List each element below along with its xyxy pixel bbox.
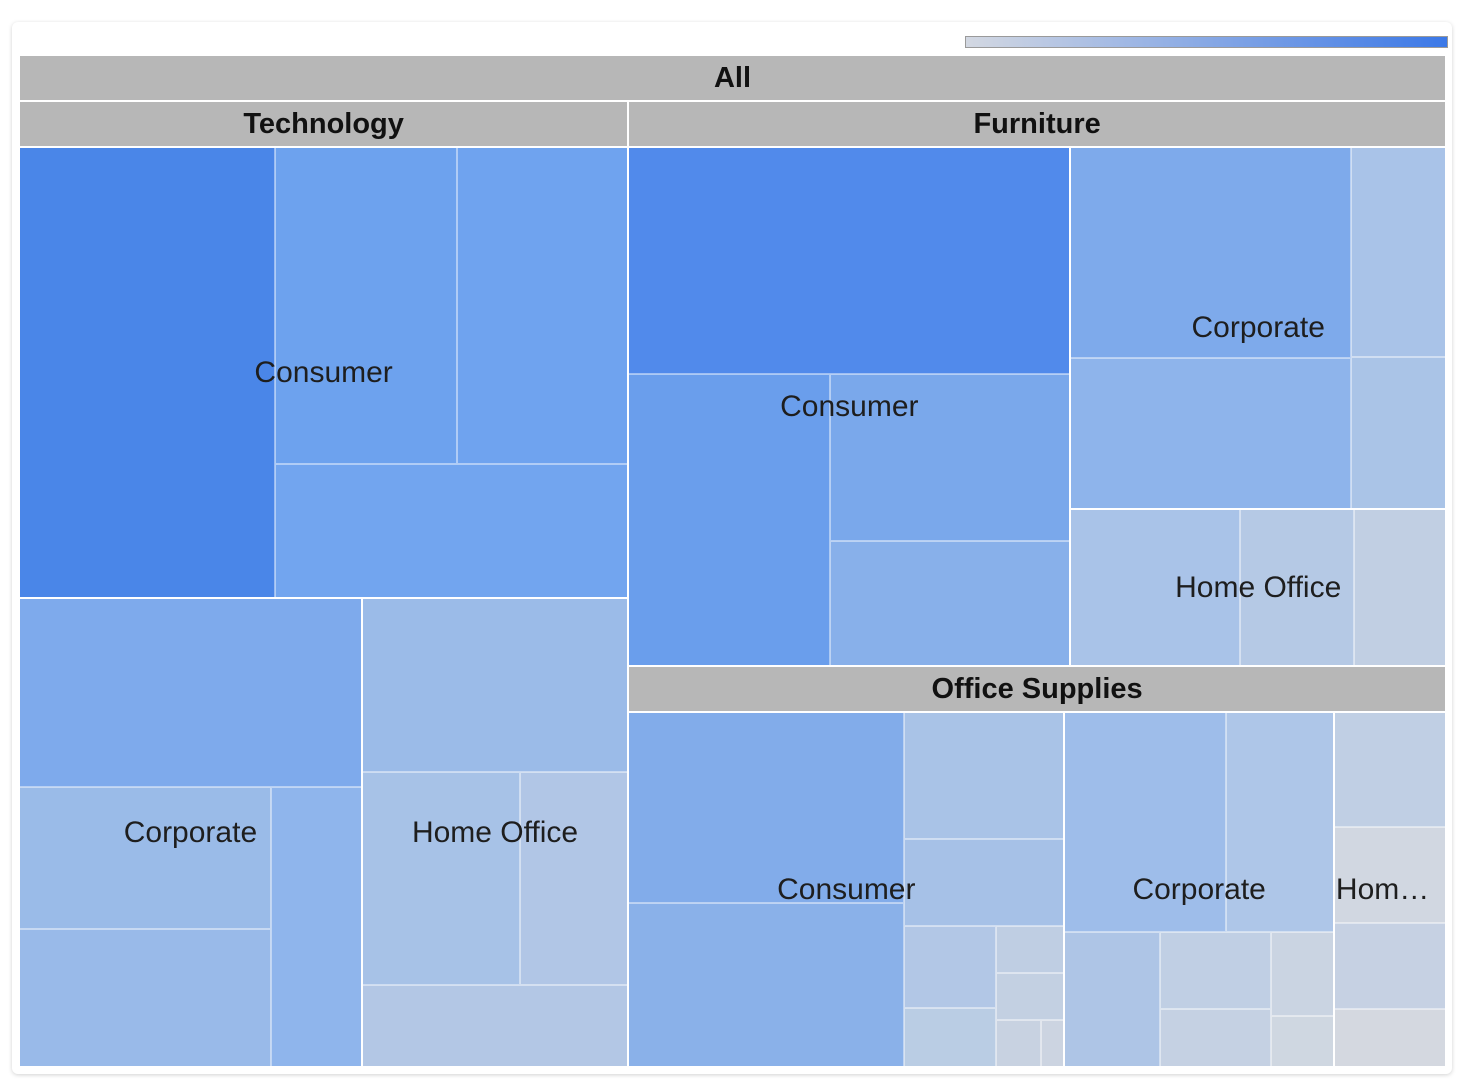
treemap-cell-furniture-home-office-3 <box>1353 509 1446 667</box>
treemap-cell-furniture-home-office-2 <box>1240 509 1354 667</box>
treemap-cell-office-supplies-consumer-7 <box>995 926 1065 974</box>
treemap-cell-office-supplies-home-office-2 <box>1333 923 1446 1010</box>
treemap-cell-furniture-corporate-4 <box>1350 357 1446 510</box>
treemap-cell-office-supplies-corporate-4 <box>1159 931 1271 1009</box>
treemap-cell-technology-home-office-1 <box>361 598 629 772</box>
treemap-cell-furniture-corporate-1 <box>1070 147 1351 358</box>
treemap-cell-furniture-home-office-1 <box>1070 509 1241 667</box>
treemap-cell-furniture-consumer-4 <box>830 541 1071 667</box>
treemap-cell-office-supplies-corporate-3 <box>1064 931 1160 1067</box>
treemap-cell-office-supplies-consumer-9 <box>995 1020 1042 1067</box>
treemap-cell-office-supplies-home-office-3 <box>1333 827 1446 924</box>
treemap-cell-technology-consumer-3 <box>457 147 629 465</box>
treemap-cell-office-supplies-consumer-8 <box>995 973 1065 1021</box>
treemap-cell-office-supplies-corporate-1 <box>1064 712 1227 932</box>
category-header-technology: Technology <box>19 101 629 147</box>
treemap-cell-office-supplies-consumer-3 <box>903 839 1065 927</box>
treemap-cell-office-supplies-corporate-7 <box>1270 1016 1334 1067</box>
treemap-cell-technology-home-office-4 <box>361 984 629 1067</box>
treemap-cell-office-supplies-home-office-4 <box>1333 1009 1446 1067</box>
treemap-cell-technology-corporate-4 <box>19 787 271 930</box>
treemap-cell-furniture-consumer-2 <box>628 373 831 667</box>
treemap-cell-technology-consumer-1 <box>19 147 275 599</box>
root-header: All <box>19 55 1446 101</box>
treemap-cell-technology-home-office-2 <box>361 771 520 985</box>
treemap-cell-office-supplies-consumer-6 <box>903 1008 996 1067</box>
treemap-cell-office-supplies-consumer-5 <box>903 926 996 1009</box>
treemap-cell-furniture-consumer-3 <box>830 373 1071 541</box>
treemap-cell-furniture-corporate-2 <box>1070 357 1351 510</box>
treemap-cell-office-supplies-consumer-2 <box>628 903 904 1067</box>
treemap-cell-office-supplies-corporate-2 <box>1226 712 1334 932</box>
treemap-cell-technology-consumer-4 <box>274 464 629 599</box>
category-header-office-supplies: Office Supplies <box>628 666 1446 713</box>
treemap-cell-technology-corporate-2 <box>270 787 362 1067</box>
treemap-cell-furniture-corporate-3 <box>1350 147 1446 358</box>
color-scale-legend <box>965 36 1448 48</box>
treemap-cell-office-supplies-consumer-10 <box>1041 1020 1065 1067</box>
treemap-cell-furniture-consumer-1 <box>628 147 1071 374</box>
treemap-cell-office-supplies-home-office-1 <box>1333 712 1446 828</box>
category-header-furniture: Furniture <box>628 101 1446 147</box>
treemap-cell-office-supplies-consumer-4 <box>903 712 1065 840</box>
treemap-cell-office-supplies-corporate-6 <box>1270 931 1334 1017</box>
treemap-cell-technology-consumer-2 <box>274 147 458 465</box>
treemap-cell-office-supplies-consumer-1 <box>628 712 904 904</box>
treemap-cell-office-supplies-corporate-5 <box>1159 1008 1271 1067</box>
treemap-cell-technology-corporate-1 <box>19 598 362 788</box>
treemap-cell-technology-home-office-3 <box>519 771 629 985</box>
treemap-cell-technology-corporate-3 <box>19 929 271 1067</box>
